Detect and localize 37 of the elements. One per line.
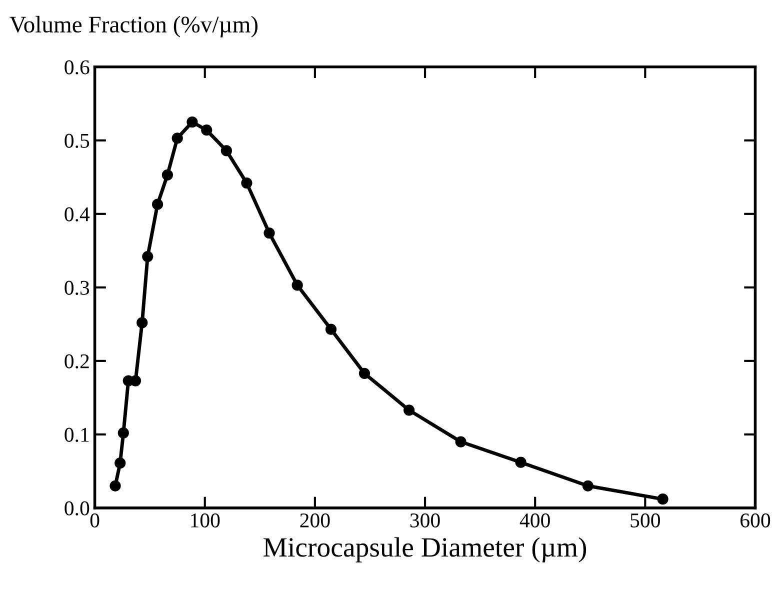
y-tick-label: 0.3 — [64, 280, 90, 295]
x-tick-label: 100 — [191, 513, 220, 528]
y-tick-label: 0.4 — [64, 207, 90, 222]
point — [358, 368, 370, 379]
y-tick-label: 0.2 — [64, 354, 89, 368]
point — [162, 169, 173, 181]
x-tick-label: 0 — [90, 513, 100, 528]
point — [118, 427, 129, 439]
point — [186, 116, 198, 128]
point — [201, 124, 212, 136]
point — [220, 145, 232, 156]
y-tick-label: 0.5 — [64, 134, 90, 148]
point — [114, 458, 126, 469]
x-tick-label: 300 — [410, 513, 440, 528]
point — [142, 250, 154, 262]
point — [404, 404, 415, 416]
point — [110, 480, 121, 492]
y-tick-label: 0.0 — [64, 501, 90, 516]
point — [455, 436, 466, 448]
y-tick-label: 0.6 — [64, 60, 90, 74]
x-tick-label: 600 — [740, 513, 770, 528]
x-tick-label: 400 — [520, 513, 550, 528]
point — [264, 227, 275, 239]
point — [657, 494, 668, 505]
point — [136, 317, 148, 328]
point — [172, 132, 183, 144]
point — [241, 177, 252, 189]
point — [515, 456, 526, 468]
point — [582, 480, 594, 492]
x-tick-label: 500 — [630, 513, 660, 528]
y-tick-label: 0.1 — [64, 428, 89, 442]
x-axis-title: Microcapsule Diameter (µm) — [264, 537, 586, 562]
y-axis-title: Volume Fraction (%v/µm) — [10, 16, 258, 38]
point — [152, 198, 164, 210]
point — [325, 324, 337, 335]
x-tick-label: 200 — [300, 513, 330, 528]
point — [292, 280, 303, 291]
